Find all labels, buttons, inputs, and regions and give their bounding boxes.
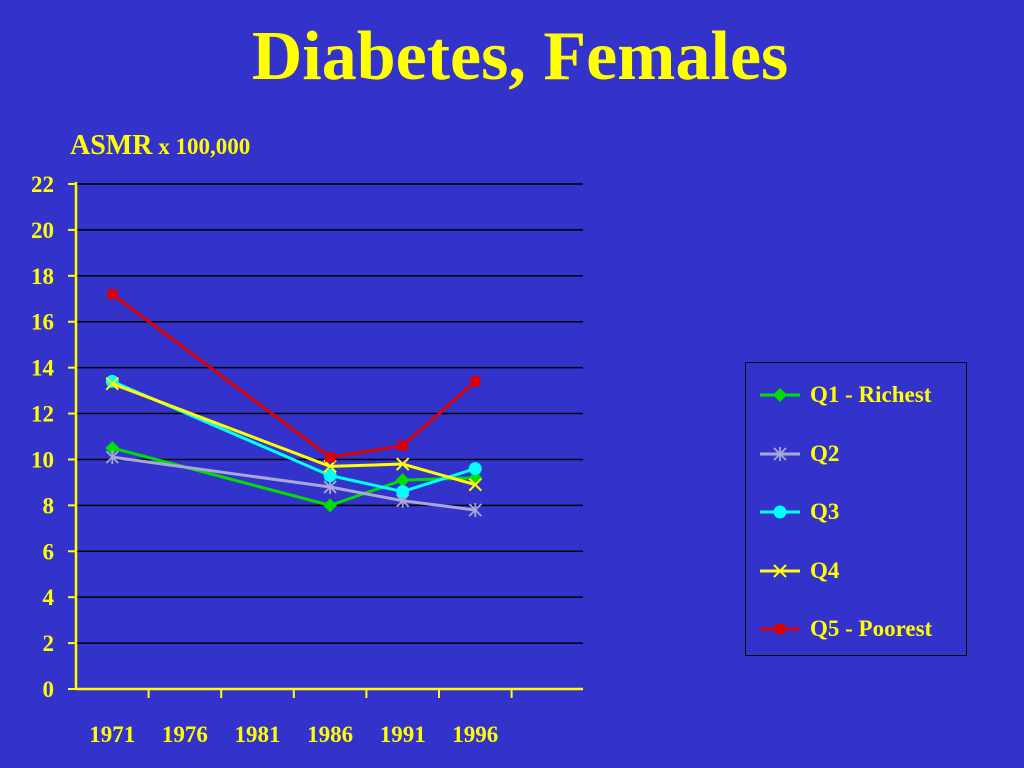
y-tick-label: 12	[31, 402, 54, 427]
series-line	[111, 382, 476, 487]
legend-marker	[773, 446, 787, 461]
legend-label: Q3	[810, 499, 840, 524]
y-tick-label: 18	[31, 264, 54, 289]
y-tick-label: 6	[43, 539, 55, 564]
legend-item: Q4	[758, 556, 839, 586]
x-tick-label: 1996	[452, 722, 498, 747]
x-tick-label: 1976	[162, 722, 208, 747]
legend-swatch	[760, 446, 800, 461]
data-point	[468, 477, 483, 492]
series-group	[107, 289, 481, 463]
legend-label: Q4	[810, 557, 840, 583]
legend-marker	[773, 563, 787, 578]
x-tick-label: 1991	[380, 722, 426, 747]
legend-marker	[773, 505, 787, 519]
data-point	[396, 485, 410, 499]
data-point	[395, 457, 410, 471]
legend-label: Q1 - Richest	[810, 382, 932, 407]
series-group	[105, 376, 483, 492]
legend-marker	[773, 388, 787, 402]
x-tick-label: 1981	[235, 722, 281, 747]
series-line	[111, 446, 476, 507]
y-tick-label: 8	[43, 493, 55, 518]
data-point	[397, 440, 408, 451]
data-point	[323, 480, 337, 494]
legend-swatch	[760, 563, 800, 578]
series-group	[105, 450, 482, 517]
data-point	[323, 459, 337, 474]
data-point	[470, 376, 481, 387]
legend-marker	[775, 624, 785, 634]
series-line	[111, 292, 477, 459]
y-axis-label: ASMR x 100,000	[70, 130, 250, 162]
x-tick-label: 1986	[307, 722, 353, 747]
legend-swatch	[760, 505, 800, 519]
data-point	[105, 440, 120, 455]
chart-legend: Q1 - Richest Q2 Q3 Q4 Q5 - Poorest	[745, 362, 967, 656]
y-tick-label: 14	[31, 356, 55, 381]
legend-label: Q5 - Poorest	[810, 616, 933, 641]
y-tick-label: 0	[43, 677, 55, 702]
chart-title: Diabetes, Females	[251, 18, 789, 95]
x-tick-label: 1971	[89, 722, 135, 747]
y-tick-label: 2	[43, 631, 55, 656]
data-point	[107, 289, 118, 300]
data-point	[323, 498, 338, 513]
y-tick-label: 4	[43, 585, 55, 610]
legend-swatch	[760, 388, 800, 402]
legend-swatch	[760, 624, 800, 634]
data-point	[323, 469, 337, 483]
series-group	[105, 374, 482, 499]
legend-item: Q3	[758, 497, 839, 527]
y-axis-label-unit: x 100,000	[152, 134, 251, 159]
data-point	[105, 450, 119, 465]
data-point	[468, 462, 482, 476]
y-tick-label: 10	[31, 447, 54, 472]
legend-item: Q5 - Poorest	[758, 614, 932, 644]
data-point	[468, 502, 482, 517]
legend-item: Q1 - Richest	[758, 380, 931, 410]
data-point	[325, 452, 336, 463]
y-tick-label: 22	[31, 172, 54, 197]
y-tick-label: 16	[31, 310, 54, 335]
y-tick-label: 20	[31, 218, 54, 243]
legend-item: Q2	[758, 439, 839, 469]
data-point	[395, 473, 410, 488]
legend-label: Q2	[810, 440, 840, 466]
series-line	[112, 455, 476, 512]
data-point	[105, 376, 120, 391]
y-axis-label-main: ASMR	[70, 130, 153, 161]
series-line	[111, 380, 476, 494]
